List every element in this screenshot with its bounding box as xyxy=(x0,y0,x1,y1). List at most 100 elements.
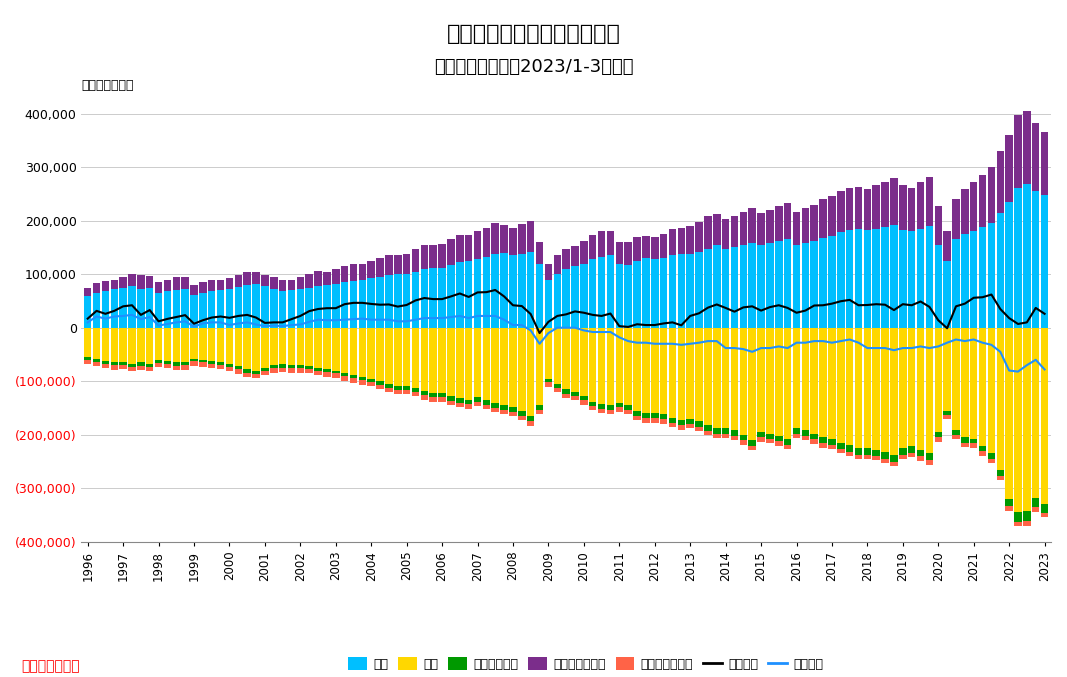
Bar xyxy=(1005,499,1013,506)
Bar xyxy=(562,248,570,269)
Bar xyxy=(704,217,712,248)
Bar xyxy=(713,214,720,245)
Bar xyxy=(137,366,145,370)
Bar xyxy=(926,226,934,328)
Bar xyxy=(766,243,774,328)
Bar xyxy=(554,274,561,328)
Bar xyxy=(200,282,207,293)
Text: （四半期データ、2023/1-3時点）: （四半期データ、2023/1-3時点） xyxy=(434,58,633,76)
Bar xyxy=(784,328,792,439)
Bar xyxy=(633,411,641,416)
Bar xyxy=(607,410,615,414)
Bar xyxy=(447,401,455,405)
Bar xyxy=(589,259,596,328)
Bar xyxy=(190,359,197,362)
Bar xyxy=(686,418,694,424)
Bar xyxy=(943,261,951,328)
Bar xyxy=(917,328,924,450)
Bar xyxy=(217,328,224,362)
Bar xyxy=(465,235,473,261)
Bar xyxy=(252,272,259,284)
Bar xyxy=(801,209,809,243)
Bar xyxy=(84,296,92,328)
Bar xyxy=(128,286,136,328)
Bar xyxy=(430,393,437,397)
Bar xyxy=(235,276,242,287)
Bar xyxy=(598,232,605,257)
Bar xyxy=(1040,513,1049,517)
Bar xyxy=(377,385,384,389)
Bar xyxy=(367,378,375,382)
Bar xyxy=(500,225,508,253)
Bar xyxy=(163,361,171,364)
Bar xyxy=(935,245,942,328)
Bar xyxy=(624,406,632,410)
Bar xyxy=(598,408,605,413)
Bar xyxy=(873,450,880,456)
Bar xyxy=(173,277,180,290)
Bar xyxy=(226,328,234,364)
Bar xyxy=(359,263,366,280)
Bar xyxy=(270,289,277,328)
Bar xyxy=(332,284,339,328)
Bar xyxy=(943,415,951,419)
Bar xyxy=(669,255,676,328)
Bar xyxy=(881,452,889,458)
Bar xyxy=(367,382,375,387)
Bar xyxy=(305,328,313,366)
Bar xyxy=(952,328,959,431)
Bar xyxy=(500,410,508,414)
Bar xyxy=(713,245,720,328)
Bar xyxy=(288,328,296,365)
Bar xyxy=(890,178,897,225)
Bar xyxy=(385,388,393,392)
Bar xyxy=(713,429,720,434)
Bar xyxy=(863,448,871,454)
Bar xyxy=(659,414,667,420)
Bar xyxy=(580,328,588,396)
Bar xyxy=(784,445,792,449)
Bar xyxy=(642,418,650,422)
Bar xyxy=(527,328,535,416)
Bar xyxy=(84,328,92,357)
Bar xyxy=(367,328,375,378)
Bar xyxy=(775,436,782,441)
Bar xyxy=(758,213,765,245)
Bar xyxy=(1040,195,1049,328)
Bar xyxy=(846,445,854,452)
Bar xyxy=(350,328,357,375)
Bar xyxy=(651,259,658,328)
Bar xyxy=(651,414,658,418)
Bar xyxy=(315,328,322,368)
Bar xyxy=(190,328,197,359)
Bar xyxy=(704,248,712,328)
Bar xyxy=(509,412,516,416)
Bar xyxy=(297,289,304,328)
Bar xyxy=(642,236,650,258)
Bar xyxy=(598,257,605,328)
Bar xyxy=(881,328,889,452)
Bar xyxy=(633,416,641,420)
Bar xyxy=(235,370,242,374)
Bar xyxy=(270,368,277,372)
Bar xyxy=(801,431,809,436)
Bar xyxy=(456,398,463,403)
Bar xyxy=(961,234,969,328)
Bar xyxy=(837,191,845,232)
Bar xyxy=(101,291,109,328)
Bar xyxy=(633,237,641,261)
Bar xyxy=(811,439,818,443)
Bar xyxy=(678,425,685,430)
Text: （単位：億円）: （単位：億円） xyxy=(81,79,134,92)
Bar xyxy=(917,229,924,328)
Bar xyxy=(420,328,428,391)
Bar xyxy=(819,199,827,238)
Bar xyxy=(288,368,296,372)
Bar xyxy=(509,328,516,407)
Bar xyxy=(359,377,366,380)
Bar xyxy=(633,328,641,411)
Bar xyxy=(261,371,269,375)
Bar xyxy=(403,385,411,389)
Bar xyxy=(332,328,339,370)
Bar xyxy=(243,373,251,377)
